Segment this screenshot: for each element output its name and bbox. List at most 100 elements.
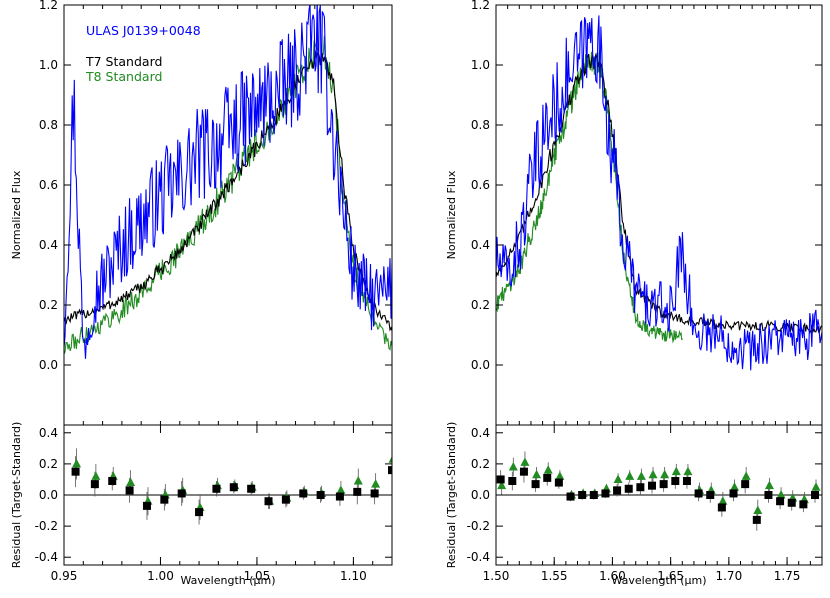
- left-spectrum-ticks: 0.0 0.2 0.4 0.6 0.8 1.0 1.2: [39, 0, 393, 425]
- residual-point-t8: [497, 480, 507, 490]
- y-tick-label: 0.2: [471, 457, 490, 471]
- right-spectrum-lines: [496, 15, 822, 371]
- residual-point-t8: [636, 471, 646, 480]
- residual-point-t8: [336, 485, 346, 494]
- y-tick-label: 0.8: [471, 118, 490, 132]
- y-tick-label: -0.2: [467, 519, 490, 533]
- y-tick-label: 0.6: [39, 178, 58, 192]
- right-xlabel: Wavelength (μm): [611, 574, 706, 587]
- residual-point-t7: [659, 480, 668, 489]
- residual-point-t7: [195, 508, 204, 517]
- residual-point-t7: [281, 495, 290, 504]
- x-tick-label: 1.05: [244, 569, 271, 583]
- y-tick-label: 0.0: [471, 358, 490, 372]
- right-residual-ylabel: Residual (Target-Standard): [445, 422, 458, 569]
- y-tick-label: -0.4: [35, 550, 58, 564]
- residual-point-t8: [660, 469, 670, 479]
- residual-point-t8: [353, 476, 363, 485]
- y-tick-label: 0.2: [39, 457, 58, 471]
- residual-point-t7: [316, 491, 325, 499]
- y-tick-label: 0.0: [471, 488, 490, 502]
- y-tick-label: 0.8: [39, 118, 58, 132]
- residual-point-t7: [264, 497, 273, 506]
- residual-point-t7: [508, 477, 517, 485]
- residual-point-t7: [741, 480, 750, 489]
- residual-point-t7: [108, 477, 117, 485]
- residual-point-t7: [531, 480, 540, 489]
- residual-point-t8: [718, 496, 728, 505]
- spectrum-line-ulas-j0139-0048: [496, 15, 822, 371]
- left-spectrum-lines: [64, 5, 392, 359]
- x-tick-label: 1.00: [147, 569, 174, 583]
- y-tick-label: 0.4: [471, 238, 490, 252]
- residual-point-t7: [776, 497, 785, 506]
- residual-point-t7: [496, 475, 505, 484]
- residual-point-t8: [741, 471, 751, 480]
- residual-point-t7: [566, 492, 575, 501]
- left-spectrum-ylabel: Normalized Flux: [10, 170, 23, 259]
- residual-point-t7: [706, 491, 715, 499]
- x-tick-label: 1.10: [340, 569, 367, 583]
- legend-entry-t7: T7 Standard: [85, 54, 162, 69]
- y-tick-label: 0.4: [39, 238, 58, 252]
- residual-point-t7: [601, 489, 610, 498]
- residual-point-t7: [142, 501, 151, 510]
- residual-point-t8: [91, 471, 101, 480]
- residual-point-t7: [543, 473, 552, 482]
- left-xlabel: Wavelength (μm): [180, 574, 275, 587]
- residual-point-t8: [532, 469, 542, 479]
- residual-point-t8: [72, 458, 82, 468]
- y-tick-label: 1.2: [39, 0, 58, 12]
- residual-point-t7: [613, 486, 622, 495]
- left-residual-marks: [64, 448, 392, 525]
- residual-point-t7: [636, 483, 645, 492]
- residual-point-t7: [717, 503, 726, 512]
- residual-point-t7: [764, 491, 773, 499]
- y-tick-label: -0.2: [35, 519, 58, 533]
- residual-point-t7: [729, 489, 738, 498]
- residual-point-t8: [683, 466, 693, 476]
- x-tick-label: 1.60: [599, 569, 626, 583]
- left-residual-ylabel: Residual (Target-Standard): [10, 422, 23, 569]
- x-tick-label: 1.70: [715, 569, 742, 583]
- residual-point-t7: [624, 484, 633, 493]
- left-spectrum-panel: 0.0 0.2 0.4 0.6 0.8 1.0 1.2 Normalized Flux UL…: [10, 0, 393, 426]
- residual-point-t7: [787, 498, 796, 507]
- residual-point-t8: [543, 465, 553, 474]
- residual-point-t7: [90, 480, 99, 489]
- legend-entry-target: ULAS J0139+0048: [86, 23, 201, 38]
- residual-point-t7: [370, 489, 379, 498]
- residual-point-t8: [730, 482, 740, 491]
- residual-point-t7: [578, 491, 587, 499]
- y-tick-label: 1.0: [471, 58, 490, 72]
- spectrum-line-t8-standard: [496, 51, 683, 344]
- y-tick-label: 0.2: [39, 298, 58, 312]
- right-spectrum-ylabel: Normalized Flux: [445, 170, 458, 259]
- residual-point-t7: [335, 492, 344, 501]
- x-tick-label: 1.50: [483, 569, 510, 583]
- residual-point-t8: [508, 462, 518, 471]
- residual-point-t7: [177, 489, 186, 498]
- y-tick-label: 0.0: [39, 358, 58, 372]
- residual-point-t7: [247, 484, 256, 493]
- residual-point-t8: [648, 469, 658, 479]
- y-tick-label: 0.4: [39, 426, 58, 440]
- residual-point-t7: [554, 478, 563, 487]
- residual-point-t7: [71, 467, 80, 476]
- residual-point-t8: [671, 466, 681, 476]
- residual-point-t7: [671, 477, 680, 485]
- residual-point-t8: [613, 474, 623, 483]
- left-residual-panel: -0.4 -0.2 0.0 0.2 0.4 0.95 1.00 1.05 1.10 Residu…: [10, 422, 393, 587]
- right-residual-ticks: -0.4 -0.2 0.0 0.2 0.4 1.50 1.55 1.60 1.65 1.70 1.7…: [467, 425, 823, 583]
- residual-point-t8: [126, 477, 136, 487]
- residual-point-t7: [519, 467, 528, 476]
- residual-point-t7: [799, 500, 808, 509]
- x-tick-label: 1.75: [774, 569, 801, 583]
- residual-point-t7: [752, 515, 761, 524]
- right-residual-panel: -0.4 -0.2 0.0 0.2 0.4 1.50 1.55 1.60 1.65 1.70 1.7…: [445, 422, 823, 587]
- left-residual-ticks: -0.4 -0.2 0.0 0.2 0.4 0.95 1.00 1.05 1.10: [35, 425, 393, 583]
- legend-entry-t8: T8 Standard: [85, 69, 162, 84]
- residual-point-t8: [555, 471, 565, 480]
- right-residual-marks: [496, 451, 822, 531]
